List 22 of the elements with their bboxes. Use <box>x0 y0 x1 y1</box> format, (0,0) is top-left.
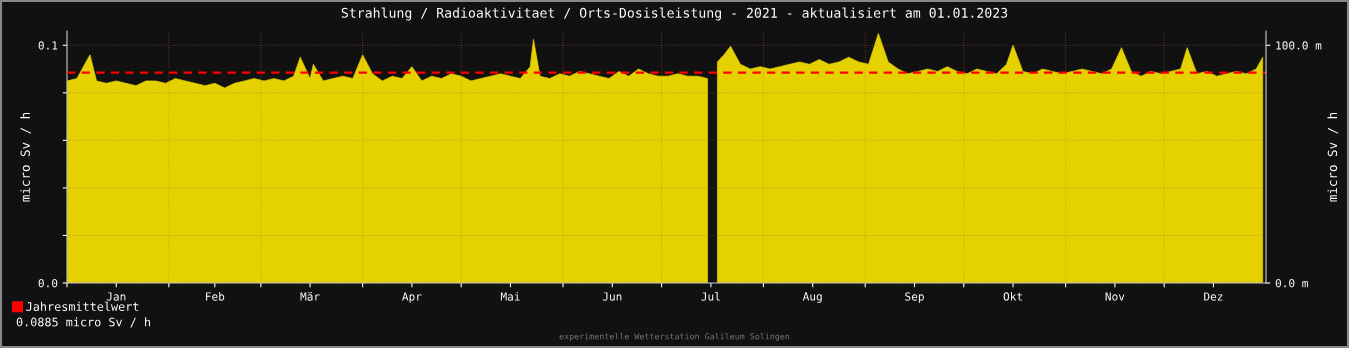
x-tick-label: Okt <box>1003 292 1022 301</box>
x-tick-label: Aug <box>802 292 822 303</box>
x-tick-label: Mai <box>500 292 520 301</box>
x-tick-label: Feb <box>206 292 225 301</box>
y2-axis-title: micro Sv / h <box>1327 112 1339 202</box>
chart-title: Strahlung / Radioaktivitaet / Orts-Dosisleistung - 2021 - aktualisiert am 01.01.2023 <box>341 7 1008 21</box>
x-tick-label: Mär <box>300 292 320 301</box>
x-tick-label: Apr <box>402 292 422 303</box>
y-tick-label: 0.0 <box>38 279 58 288</box>
text: experimentelle Wetterstation Galileum Solingen <box>559 332 790 342</box>
x-tick-label: Jul <box>701 292 720 301</box>
x-tick-label: Jan <box>106 292 126 301</box>
x-tick-label: Nov <box>1105 292 1125 301</box>
text: 0.0885 micro Sv / h <box>16 317 150 328</box>
legend-label: Jahresmittelwert <box>26 301 139 311</box>
y-tick-label: 0.1 <box>38 41 58 50</box>
x-tick-label: Sep <box>905 292 924 303</box>
y2-tick-label: 100.0 m <box>1276 41 1322 50</box>
y2-tick-label: 0.0 m <box>1275 279 1308 288</box>
x-tick-label: Jun <box>602 292 622 301</box>
x-tick-label: Dez <box>1204 292 1223 301</box>
y-axis-title: micro Sv / h <box>20 112 31 202</box>
